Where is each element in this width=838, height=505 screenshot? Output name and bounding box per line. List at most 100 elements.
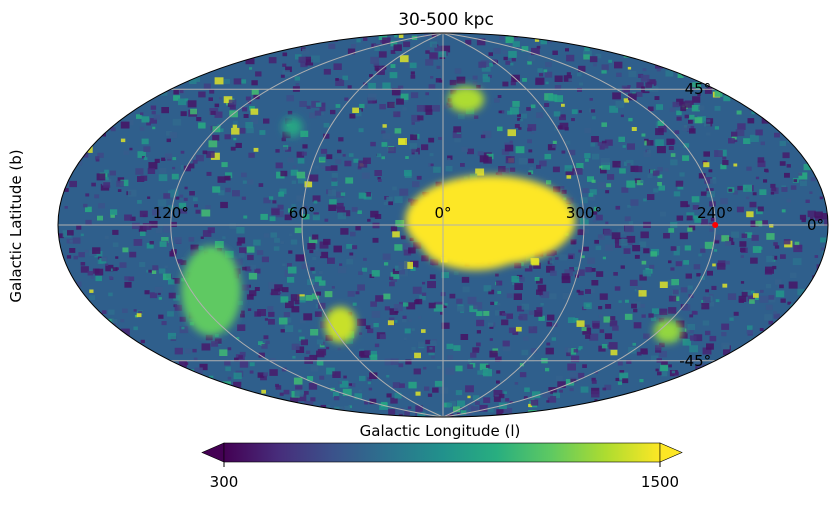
longitude-gridline (442, 33, 585, 417)
density-pixel (743, 184, 752, 192)
density-pixel (789, 398, 795, 403)
density-pixel (179, 194, 184, 198)
density-pixel (533, 262, 541, 269)
density-pixel (736, 110, 742, 115)
density-pixel (206, 171, 212, 176)
density-pixel (709, 376, 715, 381)
density-pixel (548, 94, 558, 102)
density-pixel (692, 389, 700, 396)
density-pixel (250, 411, 259, 417)
density-pixel (221, 162, 228, 168)
density-pixel (245, 57, 255, 65)
density-pixel (363, 37, 368, 41)
density-pixel (421, 329, 426, 333)
density-pixel (725, 88, 731, 92)
density-pixel (367, 381, 371, 385)
density-pixel (240, 79, 247, 84)
density-pixel (87, 382, 95, 388)
density-pixel (236, 337, 240, 340)
density-pixel (609, 320, 618, 327)
density-pixel (139, 262, 146, 267)
density-pixel (767, 111, 774, 116)
density-pixel (791, 52, 795, 56)
density-pixel (202, 150, 208, 155)
density-pixel (704, 177, 713, 184)
density-pixel (652, 396, 657, 400)
density-pixel (275, 383, 279, 387)
density-pixel (370, 56, 379, 64)
density-pixel (201, 343, 211, 351)
density-pixel (445, 367, 455, 375)
density-pixel (502, 340, 510, 347)
density-pixel (88, 415, 97, 417)
density-pixel (354, 393, 363, 400)
density-pixel (655, 128, 664, 136)
density-pixel (159, 241, 167, 247)
density-pixel (320, 148, 328, 154)
density-pixel (629, 39, 634, 43)
density-pixel (524, 264, 529, 269)
density-pixel (519, 313, 528, 321)
density-pixel (304, 400, 314, 408)
density-pixel (333, 245, 342, 253)
density-pixel (614, 238, 622, 244)
density-pixel (798, 112, 807, 120)
density-pixel (565, 140, 571, 145)
density-pixel (530, 104, 536, 109)
density-pixel (677, 184, 684, 190)
density-pixel (820, 237, 827, 243)
density-pixel (748, 352, 757, 360)
density-pixel (657, 120, 665, 126)
density-pixel (534, 414, 543, 417)
density-pixel (433, 304, 443, 312)
density-pixel (79, 358, 88, 365)
density-pixel (183, 197, 188, 201)
density-pixel (785, 315, 793, 322)
density-pixel (192, 159, 198, 164)
density-pixel (254, 287, 260, 291)
density-pixel (735, 129, 745, 137)
density-pixel (319, 106, 326, 112)
density-pixel (114, 80, 123, 88)
density-pixel (362, 267, 368, 272)
density-pixel (259, 44, 268, 51)
density-pixel (601, 162, 610, 170)
density-pixel (131, 38, 139, 45)
density-pixel (447, 158, 451, 161)
density-pixel (537, 34, 542, 39)
density-pixel (80, 328, 87, 334)
density-pixel (696, 273, 701, 277)
density-pixel (179, 89, 184, 94)
density-pixel (636, 43, 643, 48)
density-pixel (496, 370, 501, 374)
density-pixel (641, 133, 646, 137)
density-pixel (721, 342, 730, 350)
density-pixel (488, 52, 493, 56)
density-pixel (544, 33, 551, 38)
density-pixel (150, 65, 159, 73)
density-pixel (445, 165, 453, 172)
density-pixel (367, 93, 377, 101)
density-pixel (789, 338, 793, 342)
density-pixel (798, 172, 808, 180)
density-pixel (323, 122, 330, 128)
density-pixel (693, 311, 698, 315)
density-pixel (794, 101, 803, 108)
density-pixel (780, 76, 786, 81)
density-pixel (132, 222, 140, 230)
density-pixel (89, 81, 94, 85)
density-pixel (760, 381, 766, 386)
density-pixel (165, 364, 174, 372)
density-pixel (523, 396, 528, 400)
density-pixel (687, 323, 696, 330)
density-pixel (441, 322, 450, 329)
density-pixel (295, 83, 300, 86)
density-pixel (399, 301, 403, 306)
density-pixel (626, 359, 632, 364)
density-pixel (382, 82, 391, 90)
density-pixel (728, 138, 735, 144)
density-pixel (521, 46, 529, 52)
density-pixel (626, 235, 636, 243)
density-pixel (318, 280, 326, 286)
density-pixel (826, 248, 828, 254)
